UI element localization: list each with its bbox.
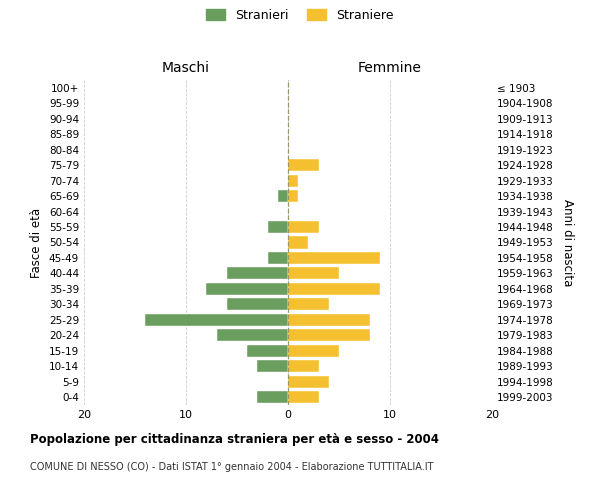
Text: Popolazione per cittadinanza straniera per età e sesso - 2004: Popolazione per cittadinanza straniera p… <box>30 432 439 446</box>
Bar <box>288 190 298 202</box>
Bar <box>288 330 370 342</box>
Bar <box>288 236 308 248</box>
Legend: Stranieri, Straniere: Stranieri, Straniere <box>206 8 394 22</box>
Bar <box>288 360 319 372</box>
Y-axis label: Fasce di età: Fasce di età <box>31 208 43 278</box>
Bar <box>288 391 319 404</box>
Bar <box>288 376 329 388</box>
Bar <box>227 298 288 310</box>
Bar <box>288 345 339 357</box>
Bar <box>268 252 288 264</box>
Bar <box>247 345 288 357</box>
Bar <box>288 268 339 280</box>
Bar <box>257 391 288 404</box>
Bar <box>278 190 288 202</box>
Text: Femmine: Femmine <box>358 61 422 75</box>
Bar <box>268 221 288 233</box>
Bar <box>288 314 370 326</box>
Bar <box>206 283 288 295</box>
Bar <box>145 314 288 326</box>
Bar <box>227 268 288 280</box>
Bar <box>288 283 380 295</box>
Text: Maschi: Maschi <box>162 61 210 75</box>
Bar <box>257 360 288 372</box>
Y-axis label: Anni di nascita: Anni di nascita <box>562 199 574 286</box>
Bar <box>288 174 298 186</box>
Text: COMUNE DI NESSO (CO) - Dati ISTAT 1° gennaio 2004 - Elaborazione TUTTITALIA.IT: COMUNE DI NESSO (CO) - Dati ISTAT 1° gen… <box>30 462 433 472</box>
Bar <box>217 330 288 342</box>
Bar <box>288 159 319 171</box>
Bar <box>288 252 380 264</box>
Bar <box>288 221 319 233</box>
Bar <box>288 298 329 310</box>
